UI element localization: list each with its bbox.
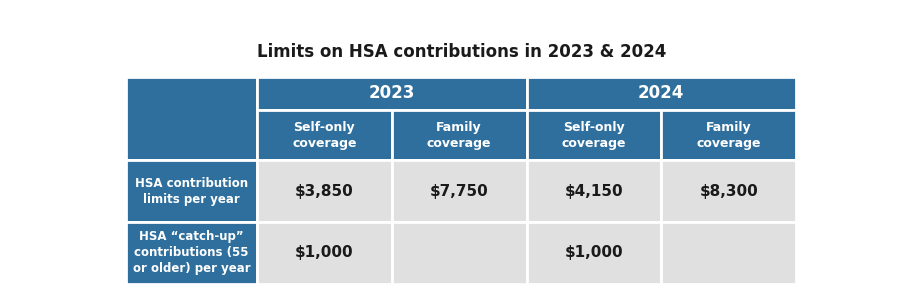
- Bar: [662, 222, 796, 284]
- Text: HSA “catch-up”
contributions (55
or older) per year: HSA “catch-up” contributions (55 or olde…: [133, 230, 250, 275]
- Bar: [526, 77, 796, 110]
- Bar: [662, 110, 796, 160]
- Bar: [392, 160, 526, 222]
- Bar: [126, 222, 257, 284]
- Text: Family
coverage: Family coverage: [697, 121, 760, 150]
- Bar: [392, 110, 526, 160]
- Bar: [257, 222, 392, 284]
- Text: Family
coverage: Family coverage: [427, 121, 491, 150]
- Text: $4,150: $4,150: [564, 184, 623, 199]
- Bar: [662, 160, 796, 222]
- Bar: [257, 160, 392, 222]
- Text: Limits on HSA contributions in 2023 & 2024: Limits on HSA contributions in 2023 & 20…: [256, 42, 666, 61]
- Bar: [126, 77, 257, 160]
- Text: HSA contribution
limits per year: HSA contribution limits per year: [135, 177, 248, 206]
- Text: 2023: 2023: [369, 84, 415, 102]
- Text: Self-only
coverage: Self-only coverage: [562, 121, 626, 150]
- Bar: [526, 160, 662, 222]
- Text: Self-only
coverage: Self-only coverage: [292, 121, 356, 150]
- Text: $1,000: $1,000: [564, 245, 623, 260]
- Text: 2024: 2024: [638, 84, 685, 102]
- Text: $1,000: $1,000: [295, 245, 354, 260]
- Bar: [257, 77, 526, 110]
- Bar: [526, 110, 662, 160]
- Bar: [392, 222, 526, 284]
- Bar: [526, 222, 662, 284]
- Text: $7,750: $7,750: [430, 184, 489, 199]
- Text: $3,850: $3,850: [295, 184, 354, 199]
- Text: $8,300: $8,300: [699, 184, 758, 199]
- Bar: [257, 110, 392, 160]
- Bar: [126, 160, 257, 222]
